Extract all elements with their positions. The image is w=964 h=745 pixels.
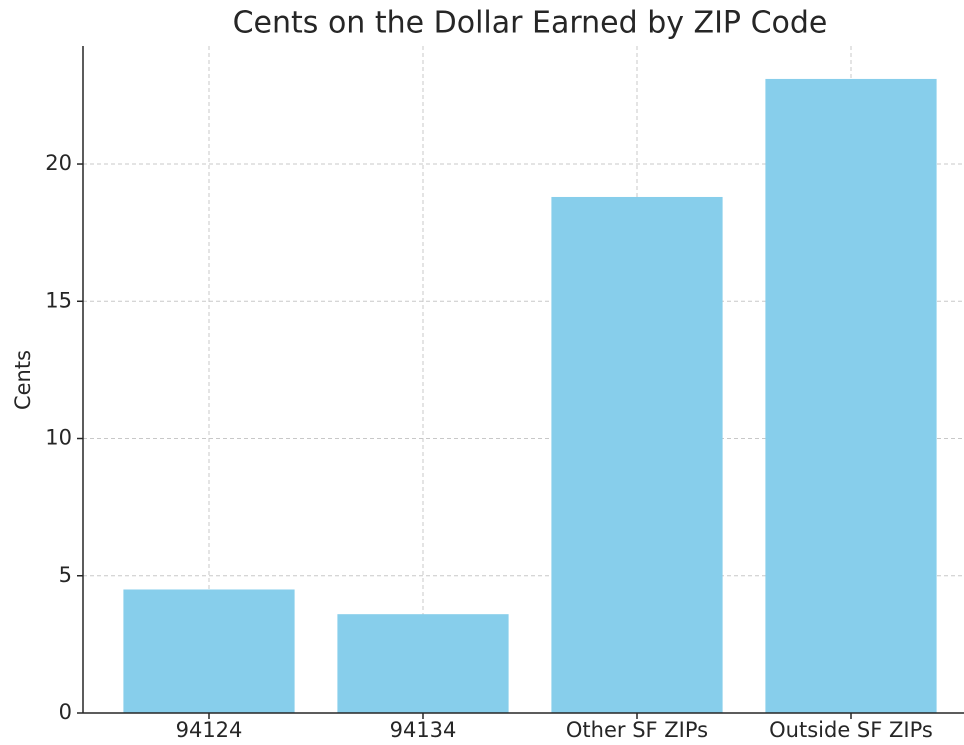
- x-tick-label: 94124: [176, 718, 243, 742]
- y-tick-label: 15: [45, 288, 72, 312]
- bar: [337, 614, 509, 713]
- bar: [123, 589, 295, 713]
- bar: [765, 78, 937, 713]
- y-tick-label: 20: [45, 151, 72, 175]
- y-tick-label: 10: [45, 426, 72, 450]
- bar: [551, 196, 723, 714]
- x-tick-label: Outside SF ZIPs: [769, 718, 933, 742]
- y-tick-label: 0: [59, 700, 72, 724]
- y-axis-label: Cents: [11, 350, 35, 410]
- x-tick-label: 94134: [390, 718, 457, 742]
- x-tick-label: Other SF ZIPs: [566, 718, 708, 742]
- y-tick-label: 5: [59, 563, 72, 587]
- chart-title: Cents on the Dollar Earned by ZIP Code: [233, 6, 828, 41]
